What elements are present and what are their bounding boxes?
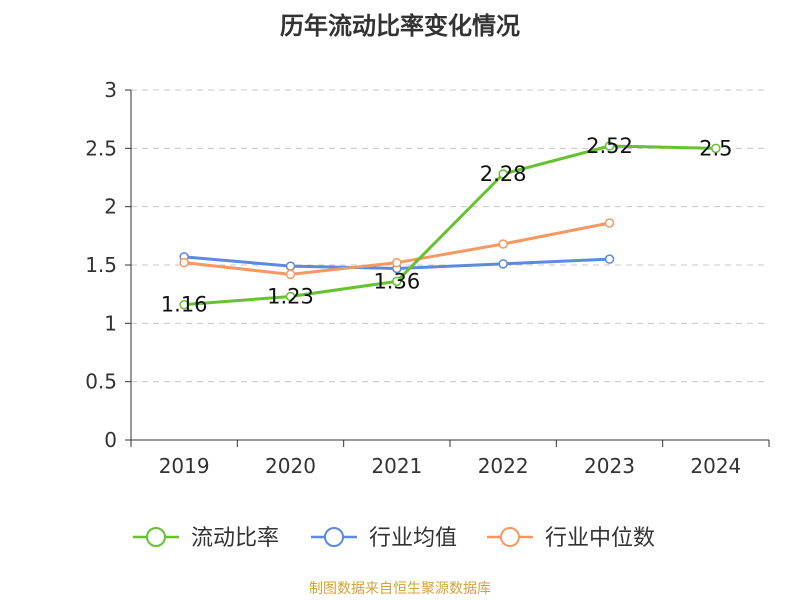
data-labels: 1.16 1.23 1.36 2.28 2.52 2.5 (161, 134, 733, 317)
data-point-current_ratio (285, 291, 296, 302)
legend-marker-icon (500, 527, 520, 547)
legend-marker-icon (324, 527, 344, 547)
data-label: 1.36 (373, 269, 420, 293)
series-lines (179, 141, 721, 310)
x-tick-label: 2022 (478, 454, 529, 478)
data-label: 2.52 (586, 134, 633, 158)
x-tick-label: 2024 (690, 454, 741, 478)
data-point-current_ratio (711, 143, 721, 154)
y-tick-label: 2 (104, 195, 117, 219)
data-point-industry_median (285, 269, 296, 280)
legend-item-industry_median[interactable]: 行业中位数 (487, 526, 655, 551)
y-tick-label: 0 (104, 428, 117, 452)
source-note: 制图数据来自恒生聚源数据库 (309, 581, 491, 597)
series-line-current_ratio (184, 144, 716, 307)
y-tick-label: 3 (104, 78, 117, 102)
y-tick-label: 2.5 (85, 136, 117, 160)
data-label: 2.28 (480, 162, 527, 186)
data-point-industry_mean (285, 261, 296, 271)
data-label: 1.23 (267, 285, 314, 309)
legend-label: 流动比率 (191, 526, 279, 551)
y-tick-label: 1.5 (85, 253, 117, 277)
grid-lines (131, 89, 769, 383)
y-tick-label: 1 (104, 311, 117, 335)
data-point-industry_median (498, 239, 508, 249)
legend-item-current_ratio[interactable]: 流动比率 (133, 526, 279, 551)
legend[interactable]: 流动比率 行业均值 行业中位数 (133, 526, 655, 551)
x-tick-label: 2021 (371, 454, 422, 478)
legend-label: 行业均值 (369, 526, 457, 551)
data-point-industry_median (604, 218, 615, 228)
chart-title: 历年流动比率变化情况 (280, 12, 520, 40)
y-tick-label: 0.5 (85, 370, 117, 394)
x-tick-label: 2019 (159, 454, 210, 478)
data-point-industry_mean (498, 259, 508, 269)
legend-label: 行业中位数 (545, 526, 655, 551)
data-point-industry_median (179, 257, 189, 268)
data-label: 1.16 (161, 293, 208, 317)
x-tick-label: 2020 (265, 454, 316, 478)
x-tick-label: 2023 (584, 454, 635, 478)
legend-item-industry_mean[interactable]: 行业均值 (311, 526, 457, 551)
data-point-industry_median (392, 257, 402, 268)
data-point-current_ratio (179, 299, 189, 310)
data-label: 2.5 (699, 136, 732, 160)
data-point-current_ratio (392, 276, 402, 287)
data-point-current_ratio (498, 169, 508, 179)
legend-marker-icon (146, 527, 166, 547)
axes: 0 0.5 1 1.5 2 2.5 3 2019 2020 2021 2022 2023 2024 (85, 78, 770, 478)
data-point-industry_mean (604, 254, 615, 264)
data-point-current_ratio (604, 141, 615, 151)
